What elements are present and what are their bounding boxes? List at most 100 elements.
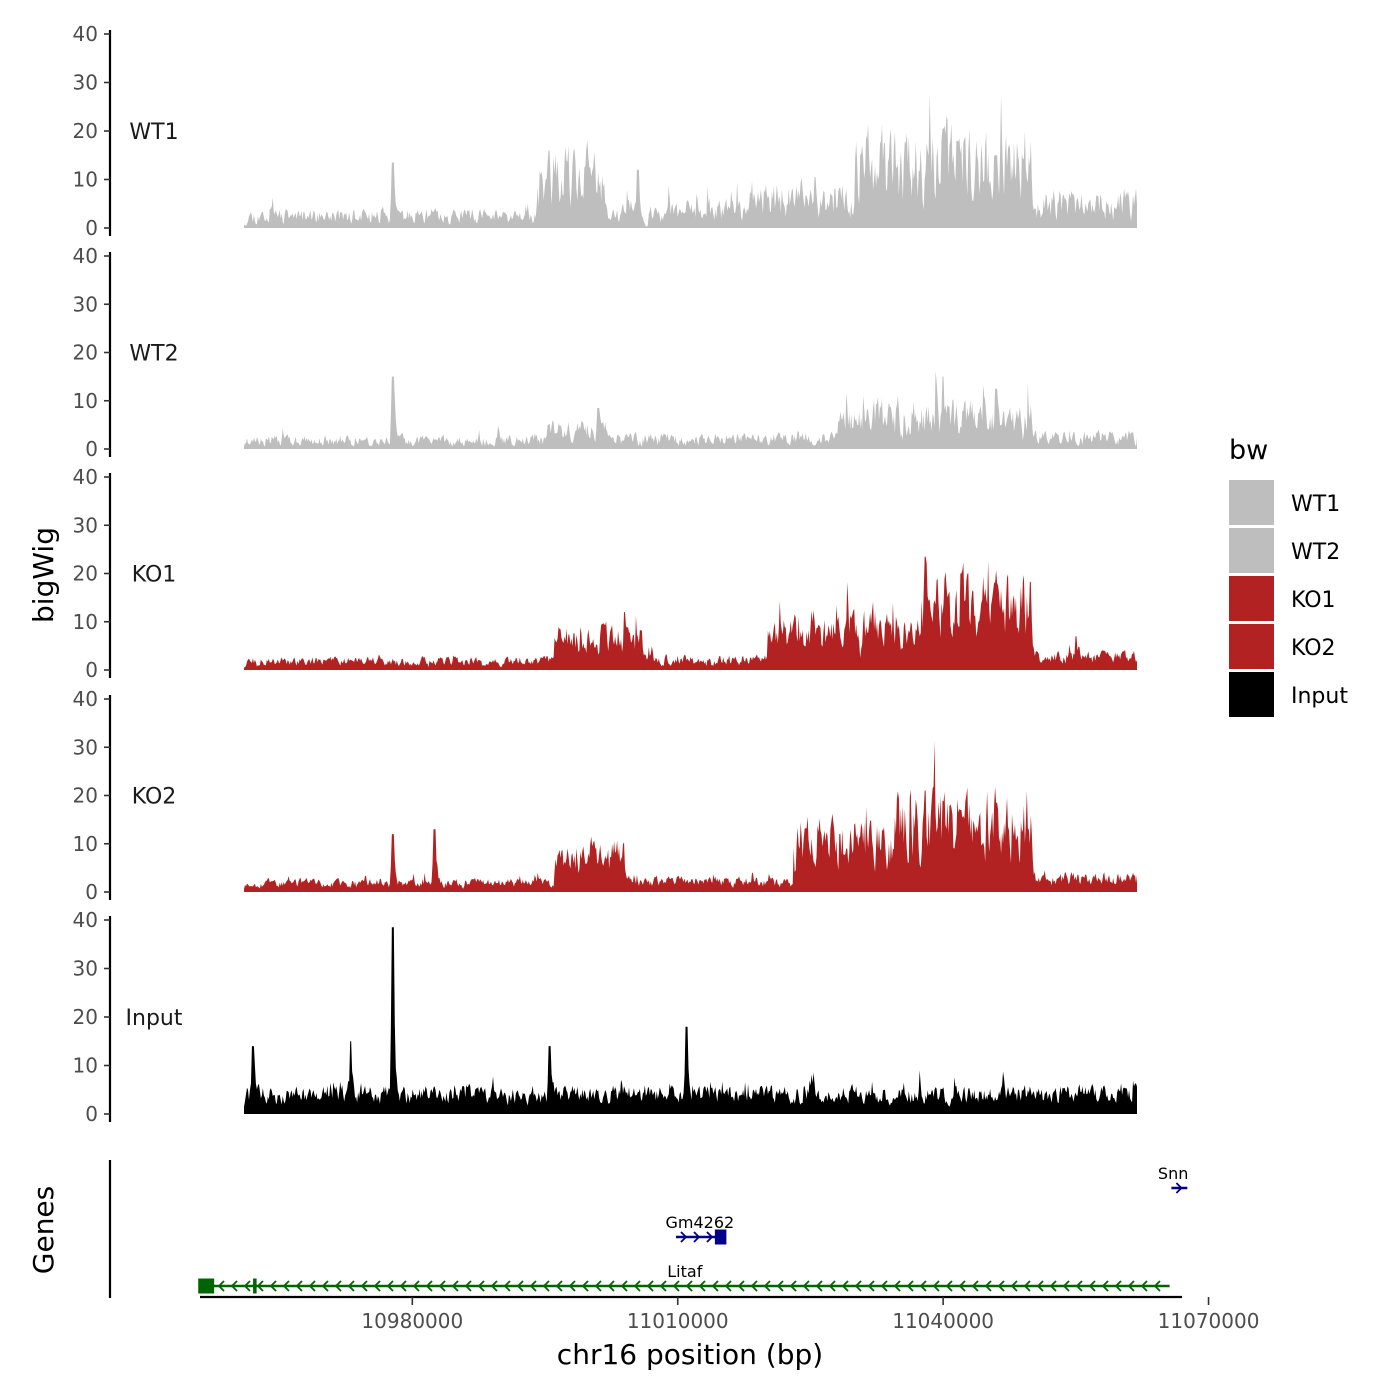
strand-arrow (1075, 1280, 1083, 1292)
track-ko1: 0 10 20 30 40 KO1 (73, 465, 1137, 682)
strand-arrow (646, 1280, 654, 1292)
y-tick-label: 10 (73, 832, 98, 856)
strand-arrow (945, 1280, 953, 1292)
y-tick-label: 40 (73, 687, 98, 711)
strand-arrow (438, 1280, 446, 1292)
strand-arrow (464, 1280, 472, 1292)
strand-arrow (451, 1280, 459, 1292)
strand-arrow (529, 1280, 537, 1292)
strand-arrow (802, 1280, 810, 1292)
track-label: WT1 (129, 120, 178, 145)
y-tick-label: 0 (85, 1102, 98, 1126)
strand-arrow (680, 1231, 688, 1243)
coverage-tracks: 0 10 20 30 40 WT1 0 10 20 30 40 WT2 0 10 20 30 40 KO1 0 10 2… (73, 22, 1137, 1126)
exon (714, 1229, 727, 1245)
strand-arrow (1140, 1280, 1148, 1292)
strand-arrow (932, 1280, 940, 1292)
gene-snn: Snn (1158, 1164, 1188, 1194)
exon (253, 1278, 257, 1294)
strand-arrow (1010, 1280, 1018, 1292)
legend-key-wt1 (1229, 480, 1274, 525)
gene-litaf: Litaf (198, 1262, 1170, 1294)
strand-arrow (841, 1280, 849, 1292)
strand-arrow (282, 1280, 290, 1292)
strand-arrow (776, 1280, 784, 1292)
legend-label: WT2 (1291, 540, 1340, 565)
strand-arrow (256, 1280, 264, 1292)
legend-key-wt2 (1229, 528, 1274, 573)
gene-label: Gm4262 (665, 1213, 734, 1232)
strand-arrow (867, 1280, 875, 1292)
y-tick-label: 40 (73, 22, 98, 46)
strand-arrow (685, 1280, 693, 1292)
legend-label: KO1 (1291, 588, 1336, 613)
y-axis-title: bigWig (27, 527, 60, 623)
strand-arrow (425, 1280, 433, 1292)
x-tick-label: 11070000 (1158, 1309, 1260, 1333)
legend: bw WT1 WT2 KO1 KO2 Input (1229, 435, 1348, 717)
strand-arrow (607, 1280, 615, 1292)
track-wt2: 0 10 20 30 40 WT2 (73, 244, 1137, 461)
track-ko2: 0 10 20 30 40 KO2 (73, 687, 1137, 904)
y-tick-label: 20 (73, 341, 98, 365)
y-tick-label: 40 (73, 465, 98, 489)
strand-arrow (672, 1280, 680, 1292)
track-label: WT2 (129, 342, 178, 367)
legend-key-input (1229, 672, 1274, 717)
strand-arrow (711, 1280, 719, 1292)
strand-arrow (503, 1280, 511, 1292)
strand-arrow (347, 1280, 355, 1292)
gene-track: 10980000 11010000 11040000 11070000 Snn Gm426… (108, 1160, 1260, 1333)
strand-arrow (1114, 1280, 1122, 1292)
strand-arrow (321, 1280, 329, 1292)
gene-gm4262: Gm4262 (665, 1213, 734, 1245)
y-tick-label: 30 (73, 957, 98, 981)
y-tick-label: 40 (73, 244, 98, 268)
y-tick-label: 10 (73, 610, 98, 634)
x-tick-label: 11040000 (892, 1309, 994, 1333)
y-tick-label: 20 (73, 784, 98, 808)
y-tick-label: 10 (73, 168, 98, 192)
strand-arrow (815, 1280, 823, 1292)
strand-arrow (1023, 1280, 1031, 1292)
y-tick-label: 0 (85, 437, 98, 461)
y-tick-label: 0 (85, 216, 98, 240)
coverage-area-input (244, 927, 1137, 1114)
strand-arrow (737, 1280, 745, 1292)
coverage-area-ko2 (244, 740, 1137, 892)
strand-arrow (243, 1280, 251, 1292)
genes-axis-title: Genes (27, 1186, 60, 1274)
strand-arrow (854, 1280, 862, 1292)
strand-arrow (893, 1280, 901, 1292)
coverage-area-ko1 (244, 556, 1137, 670)
strand-arrow (1153, 1280, 1161, 1292)
strand-arrow (958, 1280, 966, 1292)
y-tick-label: 0 (85, 880, 98, 904)
track-label: Input (126, 1006, 183, 1031)
track-wt1: 0 10 20 30 40 WT1 (73, 22, 1137, 240)
strand-arrow (828, 1280, 836, 1292)
strand-arrow (269, 1280, 277, 1292)
track-label: KO1 (132, 563, 177, 588)
exon (198, 1278, 215, 1294)
strand-arrow (555, 1280, 563, 1292)
coverage-area-wt1 (244, 94, 1137, 228)
strand-arrow (412, 1280, 420, 1292)
legend-label: WT1 (1291, 492, 1340, 517)
strand-arrow (1062, 1280, 1070, 1292)
strand-arrow (698, 1280, 706, 1292)
strand-arrow (594, 1280, 602, 1292)
strand-arrow (334, 1280, 342, 1292)
track-label: KO2 (132, 785, 177, 810)
y-tick-label: 30 (73, 292, 98, 316)
strand-arrow (880, 1280, 888, 1292)
y-tick-label: 20 (73, 1005, 98, 1029)
strand-arrow (706, 1231, 714, 1243)
y-tick-label: 0 (85, 658, 98, 682)
y-tick-label: 20 (73, 562, 98, 586)
strand-arrow (1127, 1280, 1135, 1292)
legend-label: Input (1291, 684, 1348, 709)
strand-arrow (568, 1280, 576, 1292)
strand-arrow (581, 1280, 589, 1292)
strand-arrow (477, 1280, 485, 1292)
